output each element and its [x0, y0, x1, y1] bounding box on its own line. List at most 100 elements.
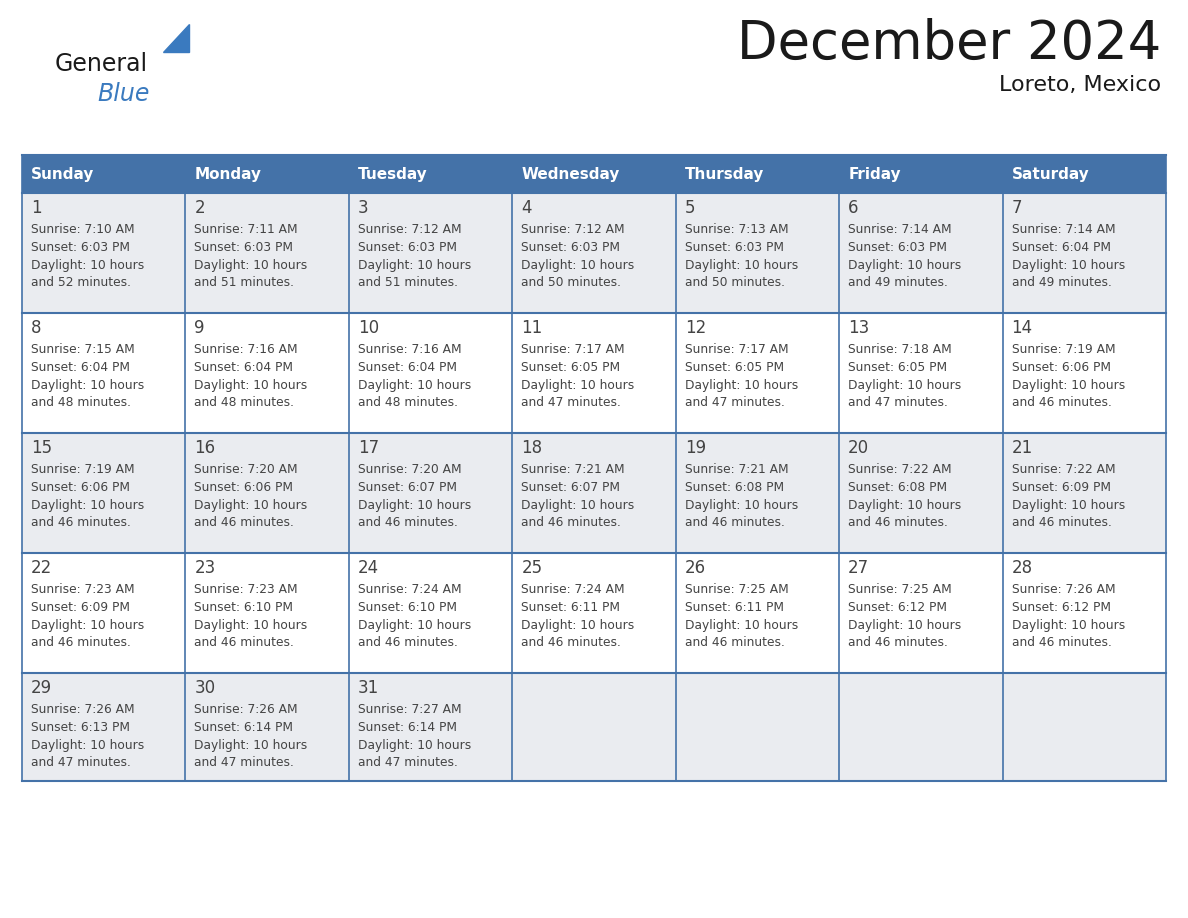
Text: and 46 minutes.: and 46 minutes.: [1011, 516, 1112, 529]
Text: Monday: Monday: [195, 166, 261, 182]
Text: and 47 minutes.: and 47 minutes.: [684, 396, 784, 409]
Bar: [1003, 193, 1165, 313]
Text: 29: 29: [31, 679, 52, 697]
Text: Sunset: 6:06 PM: Sunset: 6:06 PM: [195, 481, 293, 494]
Text: Daylight: 10 hours: Daylight: 10 hours: [195, 739, 308, 752]
Bar: [839, 553, 1003, 673]
Text: Daylight: 10 hours: Daylight: 10 hours: [195, 619, 308, 632]
Text: Sunrise: 7:16 AM: Sunrise: 7:16 AM: [195, 343, 298, 356]
Text: and 46 minutes.: and 46 minutes.: [358, 636, 457, 649]
Bar: [1003, 553, 1165, 673]
Text: Sunrise: 7:21 AM: Sunrise: 7:21 AM: [522, 463, 625, 476]
Text: Daylight: 10 hours: Daylight: 10 hours: [684, 259, 798, 272]
Text: Daylight: 10 hours: Daylight: 10 hours: [1011, 379, 1125, 392]
Text: and 51 minutes.: and 51 minutes.: [195, 276, 295, 289]
Text: Daylight: 10 hours: Daylight: 10 hours: [1011, 619, 1125, 632]
Bar: [185, 193, 349, 313]
Text: Tuesday: Tuesday: [358, 166, 428, 182]
Bar: [23, 433, 185, 553]
Text: 16: 16: [195, 439, 215, 457]
Text: 7: 7: [1011, 199, 1022, 217]
Text: Sunrise: 7:15 AM: Sunrise: 7:15 AM: [31, 343, 134, 356]
Bar: [512, 433, 676, 553]
Text: Friday: Friday: [848, 166, 901, 182]
Text: and 46 minutes.: and 46 minutes.: [848, 516, 948, 529]
Text: Daylight: 10 hours: Daylight: 10 hours: [684, 619, 798, 632]
Text: Sunrise: 7:16 AM: Sunrise: 7:16 AM: [358, 343, 461, 356]
Text: Sunset: 6:08 PM: Sunset: 6:08 PM: [684, 481, 784, 494]
Text: Daylight: 10 hours: Daylight: 10 hours: [358, 739, 472, 752]
Text: Daylight: 10 hours: Daylight: 10 hours: [195, 379, 308, 392]
Bar: [349, 313, 512, 433]
Text: Sunset: 6:05 PM: Sunset: 6:05 PM: [848, 361, 947, 374]
Text: Daylight: 10 hours: Daylight: 10 hours: [195, 499, 308, 512]
Text: 24: 24: [358, 559, 379, 577]
Text: Sunrise: 7:10 AM: Sunrise: 7:10 AM: [31, 223, 134, 236]
Text: 31: 31: [358, 679, 379, 697]
Text: and 46 minutes.: and 46 minutes.: [1011, 396, 1112, 409]
Text: and 48 minutes.: and 48 minutes.: [195, 396, 295, 409]
Bar: [23, 313, 185, 433]
Text: Sunrise: 7:20 AM: Sunrise: 7:20 AM: [358, 463, 461, 476]
Bar: [23, 193, 185, 313]
Text: Sunrise: 7:24 AM: Sunrise: 7:24 AM: [358, 583, 461, 596]
Text: Daylight: 10 hours: Daylight: 10 hours: [522, 379, 634, 392]
Text: 26: 26: [684, 559, 706, 577]
Text: and 46 minutes.: and 46 minutes.: [358, 516, 457, 529]
Text: and 46 minutes.: and 46 minutes.: [195, 516, 295, 529]
Text: 12: 12: [684, 319, 706, 337]
Text: 6: 6: [848, 199, 859, 217]
Text: Sunrise: 7:24 AM: Sunrise: 7:24 AM: [522, 583, 625, 596]
Text: Sunset: 6:04 PM: Sunset: 6:04 PM: [358, 361, 457, 374]
Text: Daylight: 10 hours: Daylight: 10 hours: [522, 499, 634, 512]
Text: Loreto, Mexico: Loreto, Mexico: [999, 75, 1161, 95]
Text: 1: 1: [31, 199, 42, 217]
Text: Sunset: 6:03 PM: Sunset: 6:03 PM: [684, 241, 784, 254]
Bar: [185, 313, 349, 433]
Text: 19: 19: [684, 439, 706, 457]
Text: 8: 8: [31, 319, 42, 337]
Text: Sunset: 6:14 PM: Sunset: 6:14 PM: [195, 721, 293, 734]
Text: and 46 minutes.: and 46 minutes.: [195, 636, 295, 649]
Text: Sunset: 6:03 PM: Sunset: 6:03 PM: [522, 241, 620, 254]
Bar: [676, 155, 839, 193]
Text: 2: 2: [195, 199, 206, 217]
Text: Daylight: 10 hours: Daylight: 10 hours: [358, 379, 472, 392]
Text: 21: 21: [1011, 439, 1032, 457]
Bar: [1003, 155, 1165, 193]
Text: Sunset: 6:03 PM: Sunset: 6:03 PM: [358, 241, 457, 254]
Text: and 47 minutes.: and 47 minutes.: [358, 756, 457, 769]
Text: Sunrise: 7:18 AM: Sunrise: 7:18 AM: [848, 343, 952, 356]
Bar: [349, 433, 512, 553]
Text: and 50 minutes.: and 50 minutes.: [684, 276, 785, 289]
Text: and 46 minutes.: and 46 minutes.: [848, 636, 948, 649]
Text: Wednesday: Wednesday: [522, 166, 620, 182]
Text: Daylight: 10 hours: Daylight: 10 hours: [195, 259, 308, 272]
Bar: [185, 433, 349, 553]
Text: Daylight: 10 hours: Daylight: 10 hours: [31, 499, 144, 512]
Bar: [185, 553, 349, 673]
Text: and 46 minutes.: and 46 minutes.: [684, 516, 784, 529]
Text: Sunrise: 7:17 AM: Sunrise: 7:17 AM: [684, 343, 789, 356]
Text: Sunset: 6:03 PM: Sunset: 6:03 PM: [195, 241, 293, 254]
Text: Sunset: 6:10 PM: Sunset: 6:10 PM: [358, 601, 457, 614]
Text: 9: 9: [195, 319, 204, 337]
Bar: [676, 313, 839, 433]
Text: Sunset: 6:04 PM: Sunset: 6:04 PM: [195, 361, 293, 374]
Text: Sunrise: 7:26 AM: Sunrise: 7:26 AM: [195, 703, 298, 716]
Text: and 49 minutes.: and 49 minutes.: [848, 276, 948, 289]
Text: Sunset: 6:04 PM: Sunset: 6:04 PM: [31, 361, 129, 374]
Bar: [512, 673, 676, 781]
Text: and 47 minutes.: and 47 minutes.: [195, 756, 295, 769]
Text: Sunset: 6:14 PM: Sunset: 6:14 PM: [358, 721, 457, 734]
Text: Sunrise: 7:11 AM: Sunrise: 7:11 AM: [195, 223, 298, 236]
Bar: [676, 433, 839, 553]
Text: Sunrise: 7:20 AM: Sunrise: 7:20 AM: [195, 463, 298, 476]
Text: Sunrise: 7:13 AM: Sunrise: 7:13 AM: [684, 223, 789, 236]
Text: 28: 28: [1011, 559, 1032, 577]
Text: 15: 15: [31, 439, 52, 457]
Text: Daylight: 10 hours: Daylight: 10 hours: [358, 499, 472, 512]
Bar: [512, 313, 676, 433]
Text: Daylight: 10 hours: Daylight: 10 hours: [848, 619, 961, 632]
Text: and 46 minutes.: and 46 minutes.: [31, 516, 131, 529]
